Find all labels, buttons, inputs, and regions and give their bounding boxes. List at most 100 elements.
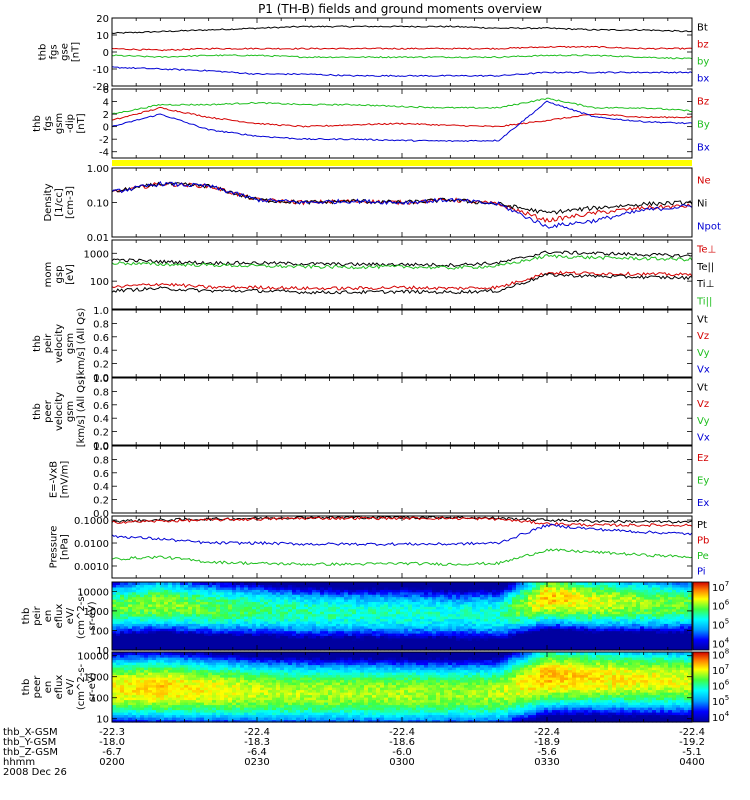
- spectrogram-cell: [576, 601, 581, 605]
- spectrogram-cell: [180, 594, 185, 598]
- spectrogram-cell: [244, 642, 249, 646]
- spectrogram-cell: [220, 637, 225, 641]
- spectrogram-cell: [116, 702, 121, 706]
- spectrogram-cell: [124, 628, 129, 632]
- spectrogram-cell: [376, 589, 381, 593]
- spectrogram-cell: [596, 647, 601, 651]
- spectrogram-cell: [516, 611, 521, 615]
- series-line-Bz: [111, 106, 693, 128]
- spectrogram-cell: [668, 594, 673, 598]
- spectrogram-cell: [640, 589, 645, 593]
- spectrogram-cell: [504, 601, 509, 605]
- spectrogram-cell: [656, 620, 661, 624]
- spectrogram-cell: [516, 630, 521, 634]
- spectrogram-cell: [464, 625, 469, 629]
- spectrogram-cell: [572, 637, 577, 641]
- spectrogram-cell: [332, 630, 337, 634]
- spectrogram-cell: [276, 591, 281, 595]
- spectrogram-cell: [564, 630, 569, 634]
- spectrogram-cell: [376, 630, 381, 634]
- spectrogram-cell: [516, 625, 521, 629]
- spectrogram-cell: [324, 591, 329, 595]
- spectrogram-cell: [524, 633, 529, 637]
- spectrogram-cell: [436, 613, 441, 617]
- spectrogram-cell: [676, 589, 681, 593]
- spectrogram-cell: [236, 625, 241, 629]
- spectrogram-cell: [536, 594, 541, 598]
- spectrogram-cell: [412, 618, 417, 622]
- spectrogram-cell: [120, 667, 125, 671]
- spectrogram-cell: [428, 613, 433, 617]
- spectrogram-cell: [636, 594, 641, 598]
- spectrogram-cell: [132, 692, 137, 696]
- spectrogram-cell: [648, 640, 653, 644]
- spectrogram-cell: [600, 599, 605, 603]
- spectrogram-cell: [676, 630, 681, 634]
- spectrogram-cell: [480, 586, 485, 590]
- spectrogram-cell: [412, 616, 417, 620]
- spectrogram-cell: [112, 616, 117, 620]
- spectrogram-cell: [220, 623, 225, 627]
- spectrogram-cell: [584, 596, 589, 600]
- spectrogram-cell: [112, 596, 117, 600]
- spectrogram-cell: [404, 596, 409, 600]
- spectrogram-cell: [648, 601, 653, 605]
- spectrogram-cell: [156, 630, 161, 634]
- spectrogram-cell: [632, 633, 637, 637]
- spectrogram-cell: [320, 599, 325, 603]
- spectrogram-cell: [196, 589, 201, 593]
- spectrogram-cell: [172, 647, 177, 651]
- spectrogram-cell: [596, 637, 601, 641]
- spectrogram-cell: [432, 625, 437, 629]
- spectrogram-cell: [472, 618, 477, 622]
- spectrogram-cell: [528, 630, 533, 634]
- spectrogram-cell: [456, 623, 461, 627]
- spectrogram-cell: [208, 647, 213, 651]
- spectrogram-cell: [528, 589, 533, 593]
- spectrogram-cell: [116, 674, 121, 678]
- spectrogram-cell: [140, 645, 145, 649]
- spectrogram-cell: [684, 635, 689, 639]
- spectrogram-cell: [252, 611, 257, 615]
- spectrogram-cell: [448, 606, 453, 610]
- spectrogram-cell: [264, 594, 269, 598]
- spectrogram-cell: [584, 633, 589, 637]
- spectrogram-cell: [468, 601, 473, 605]
- spectrogram-cell: [356, 586, 361, 590]
- spectrogram-cell: [536, 635, 541, 639]
- spectrogram-cell: [408, 611, 413, 615]
- spectrogram-cell: [436, 640, 441, 644]
- spectrogram-cell: [464, 586, 469, 590]
- spectrogram-cell: [224, 596, 229, 600]
- spectrogram-cell: [436, 608, 441, 612]
- spectrogram-cell: [604, 594, 609, 598]
- y-axis-label: Pressure: [49, 526, 60, 569]
- spectrogram-cell: [296, 589, 301, 593]
- spectrogram-cell: [424, 584, 429, 588]
- spectrogram-cell: [208, 635, 213, 639]
- spectrogram-cell: [660, 586, 665, 590]
- spectrogram-cell: [508, 630, 513, 634]
- spectrogram-cell: [116, 699, 121, 703]
- spectrogram-cell: [140, 596, 145, 600]
- spectrogram-cell: [476, 633, 481, 637]
- spectrogram-cell: [132, 704, 137, 708]
- spectrogram-cell: [120, 599, 125, 603]
- spectrogram-cell: [516, 616, 521, 620]
- series-line-Pe: [111, 548, 693, 567]
- spectrogram-cell: [352, 613, 357, 617]
- spectrogram-cell: [488, 591, 493, 595]
- spectrogram-cell: [144, 645, 149, 649]
- spectrogram-cell: [440, 603, 445, 607]
- spectrogram-cell: [408, 608, 413, 612]
- spectrogram-cell: [560, 608, 565, 612]
- spectrogram-cell: [428, 628, 433, 632]
- spectrogram-cell: [684, 642, 689, 646]
- spectrogram-cell: [448, 594, 453, 598]
- spectrogram-cell: [576, 642, 581, 646]
- spectrogram-cell: [160, 620, 165, 624]
- spectrogram-cell: [404, 618, 409, 622]
- spectrogram-cell: [540, 601, 545, 605]
- spectrogram-cell: [604, 611, 609, 615]
- y-axis-label: [nT]: [76, 113, 87, 133]
